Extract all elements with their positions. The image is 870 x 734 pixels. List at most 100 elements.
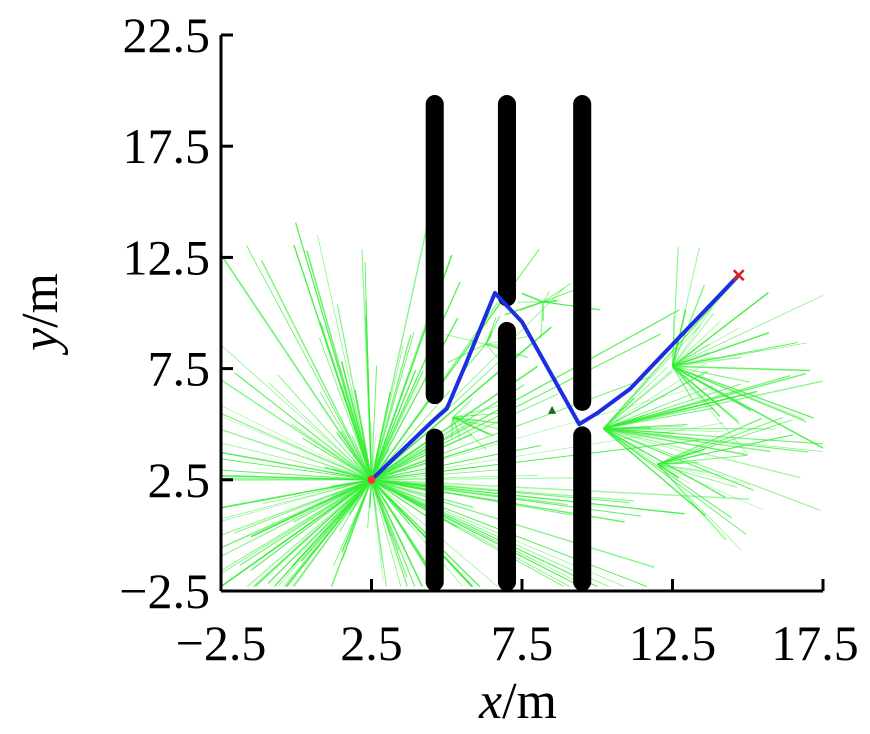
markers [367, 269, 745, 484]
tree-branch [319, 392, 372, 481]
tree-branch [672, 313, 714, 367]
tree-branch [450, 417, 454, 439]
tree-branch [269, 382, 372, 481]
tree-branch [239, 479, 372, 566]
tree-branch [371, 332, 415, 480]
tree-branch [291, 423, 372, 481]
tree-branch [370, 320, 428, 481]
x-tick-label: 7.5 [491, 615, 554, 671]
tree-branch [452, 416, 490, 436]
tree-branch [452, 398, 473, 418]
tree-branch [371, 479, 387, 587]
tree-branch [672, 365, 807, 423]
tree-branch [371, 435, 377, 480]
tree-branch [220, 469, 372, 481]
tree-branch [452, 416, 503, 431]
tree-branch [365, 299, 373, 480]
x-tick-label: 2.5 [340, 615, 403, 671]
tree-branch [370, 334, 412, 480]
y-tick-label: 12.5 [123, 229, 211, 285]
tree-branch [657, 463, 679, 479]
tree-branch [672, 365, 752, 412]
tree-branch [672, 307, 713, 367]
tree-branch [250, 479, 372, 571]
tree-branch [603, 427, 771, 453]
obstacle-wall [425, 95, 444, 405]
tree-branch [603, 366, 668, 429]
tree-branch [371, 393, 559, 481]
tree-branch [246, 245, 372, 480]
tree-branch [234, 372, 372, 481]
tree-branch [542, 301, 601, 311]
tree-branch [603, 425, 684, 430]
tree-branch [603, 362, 707, 429]
tree-branch [220, 254, 373, 481]
tree-branch [220, 405, 372, 481]
tree-branch [657, 463, 737, 488]
tree-branch [370, 479, 411, 525]
tree-branch [602, 428, 732, 519]
tree-branch [542, 291, 550, 303]
tree-branch [371, 479, 474, 508]
tree-branch [657, 463, 725, 477]
tree-branch [220, 474, 372, 481]
tree-branch [370, 450, 379, 480]
tree-branch [603, 428, 821, 511]
tree-branch [370, 365, 378, 480]
y-tick-label: 22.5 [123, 7, 211, 63]
tree-branch [603, 428, 692, 455]
tree-branch [603, 380, 824, 430]
tree-branch [371, 333, 661, 481]
tree-branch [370, 370, 424, 481]
tree-branch [267, 479, 372, 584]
tree-branch [672, 292, 769, 367]
tree-branch [657, 463, 764, 511]
y-axis-var: y [12, 327, 69, 356]
x-axis-var: x [478, 673, 502, 730]
tree-branch [602, 278, 738, 430]
tree-branch [603, 428, 801, 479]
axes [219, 33, 825, 593]
tree-branch [371, 309, 680, 481]
tree-branch [672, 342, 808, 367]
tree-branch [371, 479, 598, 588]
tree-branch [371, 479, 402, 587]
tree-branch [657, 464, 726, 541]
tree-branch [330, 479, 372, 488]
tree-branch [603, 413, 649, 430]
tree-branch [672, 365, 811, 372]
tree-branch [277, 374, 372, 481]
tree-branch [672, 365, 739, 422]
tree-branch [371, 479, 481, 587]
tree-branch [301, 479, 372, 562]
tree-branch [603, 428, 724, 432]
tree-branch [672, 366, 749, 455]
tree-branch [220, 479, 372, 575]
obstacle-wall [497, 321, 516, 591]
y-tick-label: 2.5 [148, 452, 211, 508]
tree-branch [602, 428, 706, 517]
tree-branch [294, 479, 372, 587]
tree-branch [220, 412, 372, 481]
tree-branch [452, 417, 461, 442]
tree-branch [220, 442, 372, 481]
tree-branch [672, 342, 798, 367]
tree-branch [603, 428, 824, 445]
tree-branch [220, 428, 372, 481]
tree-branch [220, 479, 372, 549]
tree-branch [672, 320, 721, 367]
tree-branch [260, 260, 373, 481]
tree-branch [371, 479, 685, 515]
tick-labels: −2.5 2.5 7.5 12.5 17.5 −2.5 2.5 7.5 12.5 17.5 22.5 [119, 7, 858, 671]
tree-branch [286, 479, 372, 587]
tree-branch [452, 417, 462, 437]
goal-marker [732, 269, 745, 282]
tree-branch [657, 454, 748, 465]
x-tick-label: −2.5 [176, 615, 267, 671]
obstacle-wall [573, 426, 592, 591]
tree-branch [319, 337, 372, 480]
tree-branch [672, 352, 710, 368]
tree-branch [317, 235, 372, 480]
tree-branch [246, 479, 372, 588]
